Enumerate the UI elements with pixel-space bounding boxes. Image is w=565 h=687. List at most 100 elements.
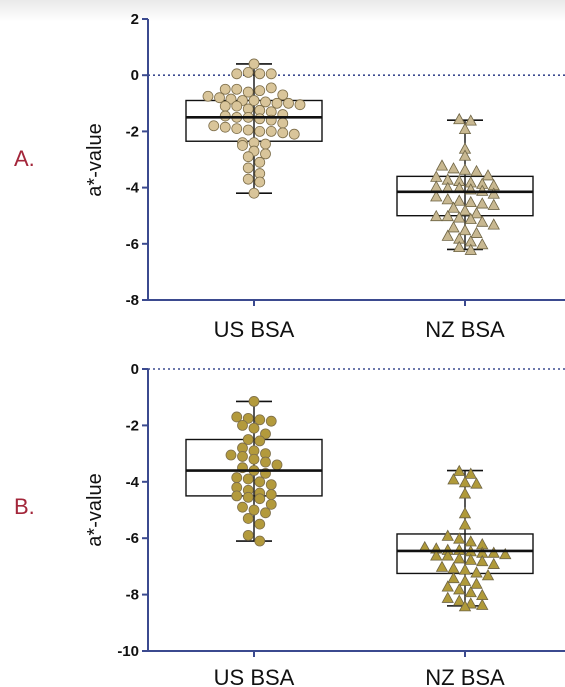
- data-point: [447, 221, 460, 233]
- data-point: [464, 114, 477, 126]
- data-point: [476, 554, 489, 567]
- panel-letter-a: A.: [14, 146, 35, 171]
- panel-a-y-axis-label: a*-value: [84, 123, 106, 196]
- data-point: [254, 493, 266, 505]
- data-point: [202, 90, 214, 102]
- panel-a-y-tick-label: 2: [131, 11, 139, 28]
- panel-b-y-tick-label: 0: [131, 361, 139, 378]
- data-point: [248, 396, 260, 407]
- data-point: [242, 473, 254, 485]
- panel-a-category-label: US BSA: [214, 317, 295, 342]
- data-point: [294, 99, 306, 111]
- data-point: [219, 121, 231, 133]
- data-point: [447, 473, 460, 485]
- data-point: [237, 501, 248, 513]
- data-point: [231, 472, 243, 483]
- data-point: [464, 585, 477, 598]
- data-point: [435, 560, 449, 572]
- data-point: [458, 223, 472, 236]
- panel-b-y-tick-label: -4: [126, 474, 140, 491]
- data-point: [260, 507, 271, 519]
- data-point: [283, 97, 294, 109]
- data-point: [470, 577, 483, 589]
- data-point: [458, 518, 472, 530]
- panel-a-y-tick-label: -4: [126, 180, 140, 197]
- data-point: [271, 97, 283, 109]
- data-point: [214, 92, 225, 104]
- panel-a-category-label: NZ BSA: [425, 317, 505, 342]
- data-point: [248, 422, 260, 434]
- data-point: [464, 467, 477, 479]
- data-point: [254, 414, 266, 426]
- data-point: [464, 243, 477, 255]
- data-point: [453, 552, 466, 564]
- data-point: [277, 89, 289, 101]
- data-point: [470, 477, 483, 489]
- data-point: [430, 209, 443, 222]
- data-point: [453, 532, 466, 544]
- data-point: [231, 490, 243, 502]
- data-point: [464, 212, 477, 224]
- data-point: [237, 419, 248, 431]
- data-point: [441, 209, 454, 222]
- data-point: [470, 566, 483, 578]
- data-point: [453, 464, 466, 476]
- box: [396, 175, 534, 217]
- data-point: [248, 187, 260, 199]
- panel-b-y-tick-label: -2: [126, 417, 139, 434]
- data-point: [458, 122, 472, 134]
- data-point: [487, 187, 500, 199]
- panel-b-category-label: NZ BSA: [425, 665, 505, 687]
- data-point: [265, 68, 277, 80]
- data-point: [237, 451, 248, 462]
- panel-b-y-tick-label: -8: [126, 587, 139, 604]
- data-point: [430, 549, 443, 561]
- data-point: [242, 151, 254, 163]
- data-point: [458, 163, 472, 175]
- data-point: [441, 193, 454, 205]
- data-point: [248, 504, 260, 516]
- data-point: [271, 459, 283, 471]
- data-point: [260, 456, 271, 468]
- data-point: [464, 553, 477, 565]
- data-point: [219, 110, 231, 122]
- data-point: [242, 124, 254, 136]
- box: [185, 438, 323, 497]
- panel-a-y-tick-label: -2: [126, 123, 139, 140]
- data-point: [447, 561, 460, 574]
- data-point: [254, 85, 266, 97]
- panel-b-series-us: [185, 396, 323, 547]
- panel-a-series-nz: [396, 112, 534, 255]
- data-point: [248, 58, 260, 70]
- data-point: [254, 476, 266, 488]
- data-point: [476, 215, 489, 227]
- data-point: [288, 128, 300, 140]
- data-point: [464, 535, 477, 547]
- data-point: [458, 149, 472, 161]
- data-point: [476, 197, 489, 209]
- data-point: [265, 415, 277, 427]
- data-point: [225, 93, 237, 105]
- data-point: [458, 563, 472, 575]
- panel-a-y-tick-label: -6: [126, 236, 139, 253]
- panel-b-y-tick-label: -6: [126, 530, 139, 547]
- data-point: [237, 140, 248, 151]
- data-point: [231, 123, 243, 134]
- data-point: [254, 435, 266, 447]
- data-point: [231, 100, 243, 112]
- data-point: [265, 498, 277, 510]
- panel-b-series-nz: [396, 464, 534, 612]
- panel-a-y-tick-label: -8: [126, 292, 139, 309]
- data-point: [441, 549, 454, 561]
- data-point: [453, 594, 466, 606]
- data-point: [254, 113, 266, 125]
- data-point: [254, 125, 266, 137]
- panel-a-series-us: [185, 58, 323, 199]
- panel-a-y-tick-label: 0: [131, 67, 139, 84]
- data-point: [265, 125, 277, 137]
- data-point: [458, 600, 472, 612]
- data-point: [447, 201, 460, 213]
- data-point: [242, 173, 254, 185]
- data-point: [458, 487, 472, 499]
